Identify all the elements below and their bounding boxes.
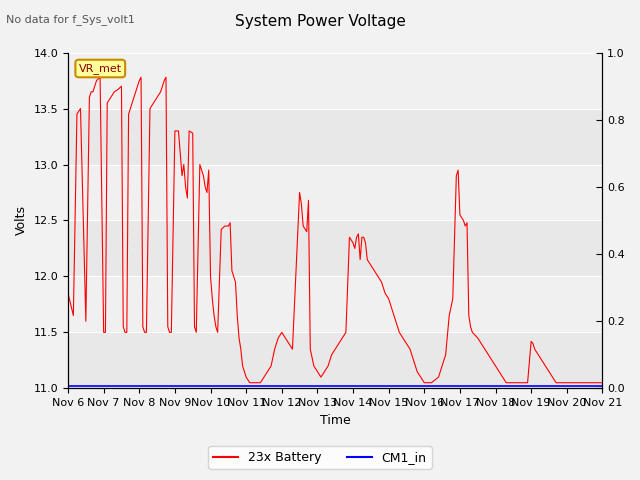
Bar: [68, 165, 602, 220]
Bar: [68, 332, 602, 388]
23x Battery: [96, 74, 104, 80]
23x Battery: [449, 296, 456, 301]
23x Battery: [230, 274, 237, 279]
X-axis label: Time: Time: [320, 414, 351, 427]
Text: System Power Voltage: System Power Voltage: [235, 14, 405, 29]
Bar: [68, 53, 602, 108]
23x Battery: [424, 380, 431, 385]
Bar: [68, 220, 602, 276]
Text: VR_met: VR_met: [79, 63, 122, 74]
Bar: [68, 276, 602, 332]
23x Battery: [598, 380, 606, 385]
23x Battery: [246, 380, 253, 385]
23x Battery: [527, 338, 535, 344]
Line: 23x Battery: 23x Battery: [68, 77, 602, 383]
Legend: 23x Battery, CM1_in: 23x Battery, CM1_in: [208, 446, 432, 469]
23x Battery: [64, 290, 72, 296]
23x Battery: [296, 190, 303, 195]
Text: No data for f_Sys_volt1: No data for f_Sys_volt1: [6, 14, 135, 25]
Y-axis label: Volts: Volts: [15, 205, 28, 236]
Bar: [68, 108, 602, 165]
23x Battery: [328, 352, 335, 358]
